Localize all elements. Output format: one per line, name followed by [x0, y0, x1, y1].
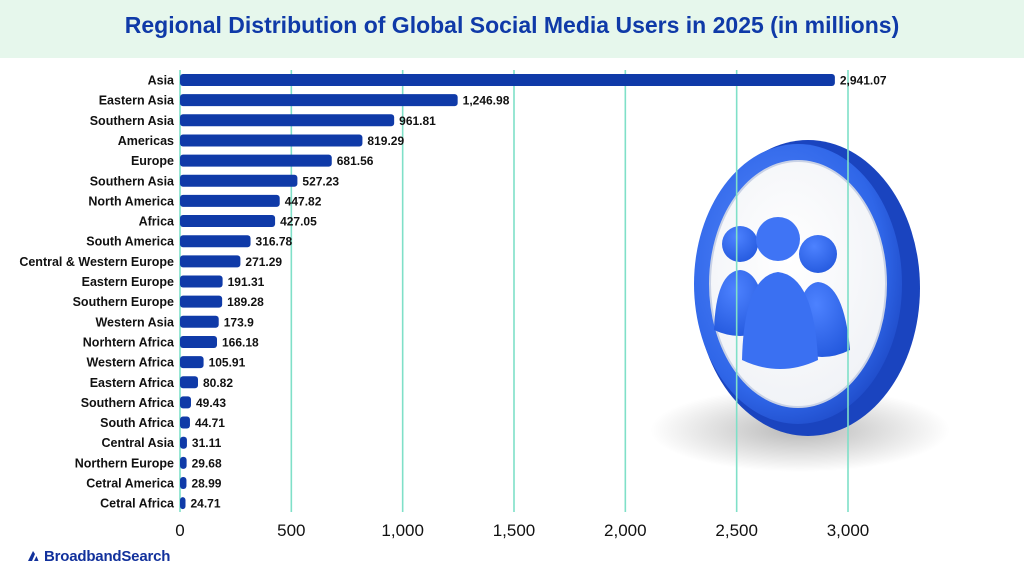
category-label-19: Northern Europe: [75, 456, 174, 470]
category-label-4: Europe: [131, 154, 174, 168]
bar-4: [180, 154, 332, 167]
bar-19: [180, 456, 187, 469]
value-label-11: 189.28: [227, 295, 264, 309]
category-label-10: Eastern Europe: [82, 275, 174, 289]
x-axis-ticks: 0 500 1,000 1,500 2,000 2,500 3,000: [175, 521, 869, 540]
brand-logo: BroadbandSearch: [26, 546, 170, 566]
bar-12: [180, 315, 219, 328]
category-labels: Asia Eastern Asia Southern Asia Americas Eur…: [19, 74, 175, 511]
category-label-21: Cetral Africa: [100, 497, 175, 511]
bar-18: [180, 436, 187, 449]
bar-8: [180, 235, 251, 248]
value-label-3: 819.29: [367, 134, 404, 148]
bar-2: [180, 114, 395, 127]
value-label-1: 1,246.98: [463, 94, 510, 108]
x-tick-label-3: 1,500: [493, 521, 536, 540]
x-tick-label-2: 1,000: [381, 521, 424, 540]
category-label-12: Western Asia: [95, 315, 175, 329]
chart-title: Regional Distribution of Global Social M…: [124, 12, 900, 38]
value-label-9: 271.29: [245, 255, 282, 269]
value-label-16: 49.43: [196, 396, 226, 410]
bar-5: [180, 174, 298, 187]
value-label-13: 166.18: [222, 335, 259, 349]
category-label-0: Asia: [148, 74, 175, 88]
x-tick-label-6: 3,000: [827, 521, 870, 540]
value-label-6: 447.82: [285, 194, 322, 208]
bar-10: [180, 275, 223, 288]
broadband-logo-icon: [28, 551, 39, 561]
bar-15: [180, 376, 198, 389]
value-label-20: 28.99: [191, 477, 221, 491]
category-label-17: South Africa: [100, 416, 175, 430]
category-label-13: Norhtern Africa: [83, 335, 175, 349]
category-label-20: Cetral America: [86, 477, 175, 491]
x-tick-label-4: 2,000: [604, 521, 647, 540]
x-tick-label-0: 0: [175, 521, 184, 540]
value-labels: 2,941.07 1,246.98 961.81 819.29 681.56 527.23…: [191, 74, 887, 511]
value-label-4: 681.56: [337, 154, 374, 168]
category-label-5: Southern Asia: [90, 174, 175, 188]
category-label-16: Southern Africa: [81, 396, 175, 410]
value-label-8: 316.78: [256, 235, 293, 249]
category-label-11: Southern Europe: [73, 295, 174, 309]
value-label-7: 427.05: [280, 215, 317, 229]
value-label-18: 31.11: [192, 436, 222, 450]
bar-11: [180, 295, 223, 308]
category-label-2: Southern Asia: [90, 114, 175, 128]
value-label-5: 527.23: [302, 174, 339, 188]
title-band: [0, 0, 1024, 58]
bar-1: [180, 94, 458, 107]
category-label-18: Central Asia: [102, 436, 176, 450]
bar-17: [180, 416, 190, 429]
category-label-1: Eastern Asia: [99, 94, 175, 108]
bar-6: [180, 194, 280, 207]
category-label-9: Central & Western Europe: [19, 255, 174, 269]
value-label-21: 24.71: [191, 497, 221, 511]
category-label-3: Americas: [118, 134, 174, 148]
users-group-icon: [650, 140, 950, 472]
value-label-15: 80.82: [203, 376, 233, 390]
value-label-12: 173.9: [224, 315, 254, 329]
bar-20: [180, 477, 187, 489]
bar-3: [180, 134, 363, 147]
bar-7: [180, 215, 276, 228]
x-tick-label-1: 500: [277, 521, 305, 540]
value-label-10: 191.31: [228, 275, 265, 289]
category-label-8: South America: [86, 235, 175, 249]
value-label-17: 44.71: [195, 416, 225, 430]
value-label-2: 961.81: [399, 114, 436, 128]
value-label-14: 105.91: [209, 356, 246, 370]
bar-13: [180, 335, 218, 348]
gridlines: [179, 70, 849, 512]
x-tick-label-5: 2,500: [715, 521, 758, 540]
bars: [180, 74, 835, 510]
category-label-6: North America: [88, 194, 175, 208]
category-label-7: Africa: [139, 215, 175, 229]
bar-16: [180, 396, 192, 409]
category-label-15: Eastern Africa: [90, 376, 175, 390]
bar-14: [180, 356, 204, 369]
bar-21: [180, 497, 186, 510]
bar-9: [180, 255, 241, 268]
brand-name: BroadbandSearch: [44, 547, 171, 565]
category-label-14: Western Africa: [86, 356, 175, 370]
value-label-19: 29.68: [192, 456, 222, 470]
value-label-0: 2,941.07: [840, 74, 887, 88]
bar-0: [180, 74, 835, 86]
